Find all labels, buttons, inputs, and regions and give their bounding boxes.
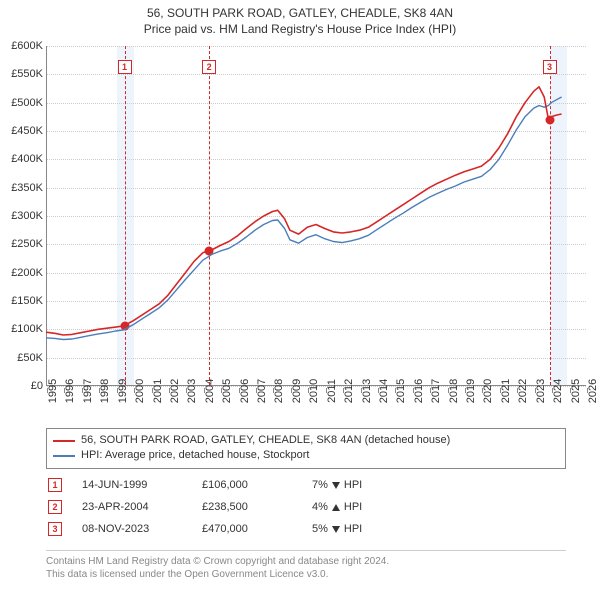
event-date: 14-JUN-1999	[82, 479, 182, 491]
y-axis-label: £350K	[11, 182, 43, 194]
x-axis-label: 2026	[587, 379, 599, 403]
event-delta-suffix: HPI	[344, 479, 362, 491]
sale-events: 1 14-JUN-1999 £106,000 7% HPI 2 23-APR-2004 £23…	[46, 474, 566, 540]
legend-row: 56, SOUTH PARK ROAD, GATLEY, CHEADLE, SK…	[53, 433, 559, 448]
series-hpi	[46, 97, 562, 340]
chart-titles: 56, SOUTH PARK ROAD, GATLEY, CHEADLE, SK…	[0, 0, 600, 37]
event-price: £238,500	[202, 501, 292, 513]
legend-row: HPI: Average price, detached house, Stoc…	[53, 448, 559, 463]
y-axis-label: £250K	[11, 238, 43, 250]
legend: 56, SOUTH PARK ROAD, GATLEY, CHEADLE, SK…	[46, 428, 566, 469]
arrow-down-icon	[332, 526, 340, 533]
event-delta-suffix: HPI	[344, 501, 362, 513]
event-delta-pct: 7%	[312, 479, 328, 491]
chart-lines	[46, 46, 586, 386]
price-chart: £0£50K£100K£150K£200K£250K£300K£350K£400…	[46, 46, 586, 386]
legend-swatch	[53, 455, 75, 457]
footer: Contains HM Land Registry data © Crown c…	[46, 550, 566, 581]
event-number-box: 3	[48, 522, 62, 536]
event-price: £106,000	[202, 479, 292, 491]
event-number-box: 1	[48, 478, 62, 492]
event-delta-pct: 5%	[312, 523, 328, 535]
arrow-down-icon	[332, 482, 340, 489]
y-axis-label: £0	[31, 380, 43, 392]
event-number-box: 2	[48, 500, 62, 514]
y-axis-label: £600K	[11, 40, 43, 52]
y-axis-label: £400K	[11, 153, 43, 165]
event-delta-pct: 4%	[312, 501, 328, 513]
event-date: 08-NOV-2023	[82, 523, 182, 535]
title-line-1: 56, SOUTH PARK ROAD, GATLEY, CHEADLE, SK…	[0, 6, 600, 22]
series-property	[46, 87, 562, 335]
event-delta: 7% HPI	[312, 479, 412, 491]
event-row: 2 23-APR-2004 £238,500 4% HPI	[46, 496, 566, 518]
event-delta: 4% HPI	[312, 501, 412, 513]
y-axis-label: £200K	[11, 267, 43, 279]
y-axis-label: £550K	[11, 68, 43, 80]
event-price: £470,000	[202, 523, 292, 535]
legend-swatch	[53, 440, 75, 442]
y-axis-label: £300K	[11, 210, 43, 222]
event-row: 3 08-NOV-2023 £470,000 5% HPI	[46, 518, 566, 540]
footer-line-1: Contains HM Land Registry data © Crown c…	[46, 555, 566, 568]
event-delta: 5% HPI	[312, 523, 412, 535]
legend-label: 56, SOUTH PARK ROAD, GATLEY, CHEADLE, SK…	[81, 433, 450, 448]
event-date: 23-APR-2004	[82, 501, 182, 513]
event-delta-suffix: HPI	[344, 523, 362, 535]
title-line-2: Price paid vs. HM Land Registry's House …	[0, 22, 600, 38]
y-axis-label: £100K	[11, 323, 43, 335]
y-axis-label: £500K	[11, 97, 43, 109]
event-row: 1 14-JUN-1999 £106,000 7% HPI	[46, 474, 566, 496]
y-axis-label: £450K	[11, 125, 43, 137]
legend-label: HPI: Average price, detached house, Stoc…	[81, 448, 310, 463]
y-axis-label: £150K	[11, 295, 43, 307]
y-axis-label: £50K	[17, 352, 43, 364]
arrow-up-icon	[332, 504, 340, 511]
footer-line-2: This data is licensed under the Open Gov…	[46, 568, 566, 581]
